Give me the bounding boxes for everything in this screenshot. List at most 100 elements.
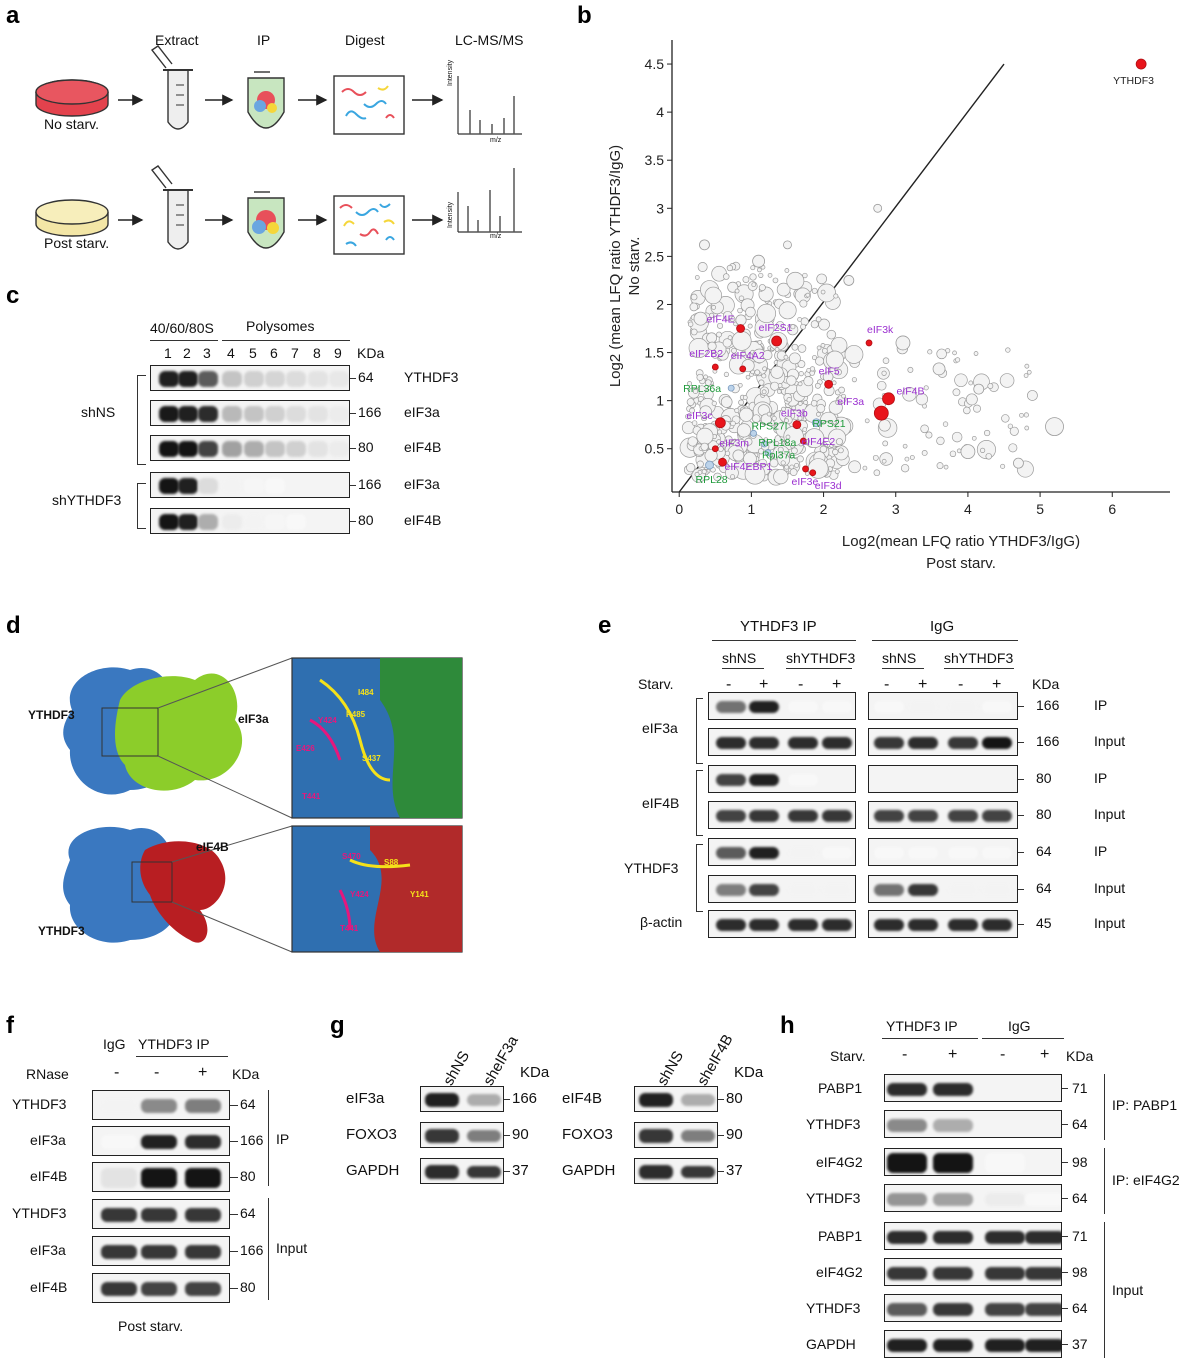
background-point (810, 320, 819, 329)
x-axis-title: Log2(mean LFQ ratio YTHDF3/IgG) (842, 533, 1080, 550)
blot-band (822, 810, 852, 822)
g-right-blot-2 (634, 1158, 718, 1184)
scatter-chart: 0 1 2 3 4 5 6 0.5 1 1.5 2 2.5 3 3.5 4 4.5 YTHDF3 eIF4E eIF… (607, 40, 1170, 572)
h-blot-0 (884, 1074, 1062, 1102)
blot-band (141, 1168, 177, 1188)
e-kda-1: 166 (1036, 733, 1060, 749)
blot-band (265, 478, 285, 494)
e-kda-0: 166 (1036, 697, 1060, 713)
x-tick-label: 6 (1108, 501, 1116, 517)
highlight-point (714, 417, 726, 429)
background-point (704, 379, 712, 387)
background-point (881, 458, 887, 464)
blot-band (329, 441, 349, 457)
blot-band (1025, 1192, 1061, 1206)
e-row-type-0: IP (1094, 697, 1108, 713)
f-group-line (136, 1056, 228, 1058)
condition-post-starv: Post starv. (44, 235, 110, 251)
background-point (1008, 443, 1018, 453)
g-right-kda-header: KDa (734, 1064, 764, 1081)
f-row-label-5: eIF4B (30, 1279, 68, 1295)
highlight-point (811, 418, 821, 428)
fraction-group-monosome: 40/60/80S (150, 320, 214, 336)
background-point (747, 323, 753, 329)
c-blot-2 (150, 435, 350, 461)
h-sign-2: - (1000, 1046, 1006, 1063)
step-extract: Extract (155, 32, 199, 48)
background-point (979, 447, 986, 453)
blot-band (933, 1118, 973, 1132)
e-sub-line-1 (786, 668, 852, 670)
highlight-label: eIF3m (719, 438, 749, 450)
background-point (803, 376, 814, 387)
background-point (835, 368, 842, 376)
g-left-kda-header: KDa (520, 1064, 550, 1081)
background-point (709, 312, 715, 318)
background-point (794, 462, 800, 468)
background-point (731, 347, 737, 354)
blot-band (681, 1094, 715, 1106)
background-point (786, 375, 797, 386)
background-point (778, 301, 797, 320)
background-point (1001, 414, 1010, 423)
background-point (694, 471, 700, 477)
f-kda-tick (230, 1141, 238, 1143)
background-point (1023, 412, 1029, 418)
background-point (769, 458, 779, 468)
h-kda-1: 64 (1072, 1116, 1088, 1132)
e-sign-1: + (759, 676, 769, 693)
blot-band (822, 737, 852, 749)
blot-band (222, 406, 242, 422)
blot-band (982, 810, 1012, 822)
blot-band (1025, 1266, 1061, 1280)
blot-band (716, 774, 746, 786)
blot-band (985, 1192, 1025, 1206)
blot-band (198, 441, 218, 457)
background-point (835, 400, 841, 405)
petri-dish-yellow (35, 199, 109, 237)
blot-band (159, 478, 179, 494)
background-point (781, 406, 786, 412)
background-point (717, 429, 723, 435)
background-point (761, 373, 767, 379)
background-point (724, 465, 739, 480)
blot-band (788, 810, 818, 822)
background-point (687, 321, 694, 327)
background-point (727, 335, 733, 341)
blot-band (244, 371, 264, 387)
blot-band (788, 737, 818, 749)
f-footer: Post starv. (118, 1318, 184, 1334)
background-point (689, 407, 695, 414)
residue-label-top: S437 (362, 754, 381, 763)
blot-band (198, 406, 218, 422)
blot-band (681, 1166, 715, 1178)
blot-band (985, 1302, 1025, 1316)
h-row-label-0: PABP1 (818, 1080, 863, 1096)
step-digest: Digest (345, 32, 385, 48)
h-kda-tick (1062, 1088, 1068, 1090)
e-blot-left-4 (708, 838, 856, 866)
background-point (689, 302, 699, 312)
c-kda-3: 166 (358, 476, 382, 492)
background-point (932, 362, 946, 376)
background-point (776, 282, 791, 297)
background-point (785, 434, 791, 440)
background-point (774, 441, 780, 446)
background-point (920, 424, 929, 434)
highlighted-points: YTHDF3 eIF4E eIF2S1 eIF3k eIF2B2 eIF4A2 eIF5 eI… (683, 58, 1154, 492)
blot-band (887, 1302, 927, 1316)
c-kda-2: 80 (358, 439, 374, 455)
h-kda-tick (1062, 1272, 1068, 1274)
background-point (951, 431, 963, 443)
e-blot-right-3 (868, 801, 1018, 829)
blot-band (948, 884, 978, 896)
fraction-group-polysomes: Polysomes (246, 318, 315, 334)
f-blot-4 (92, 1236, 230, 1266)
blot-band (222, 514, 242, 530)
highlight-point (792, 420, 802, 430)
background-point (843, 275, 855, 286)
e-sub-2: shNS (882, 650, 917, 666)
highlight-label: Rpl37a (762, 450, 795, 462)
h-kda-5: 98 (1072, 1264, 1088, 1280)
blot-band (178, 406, 198, 422)
